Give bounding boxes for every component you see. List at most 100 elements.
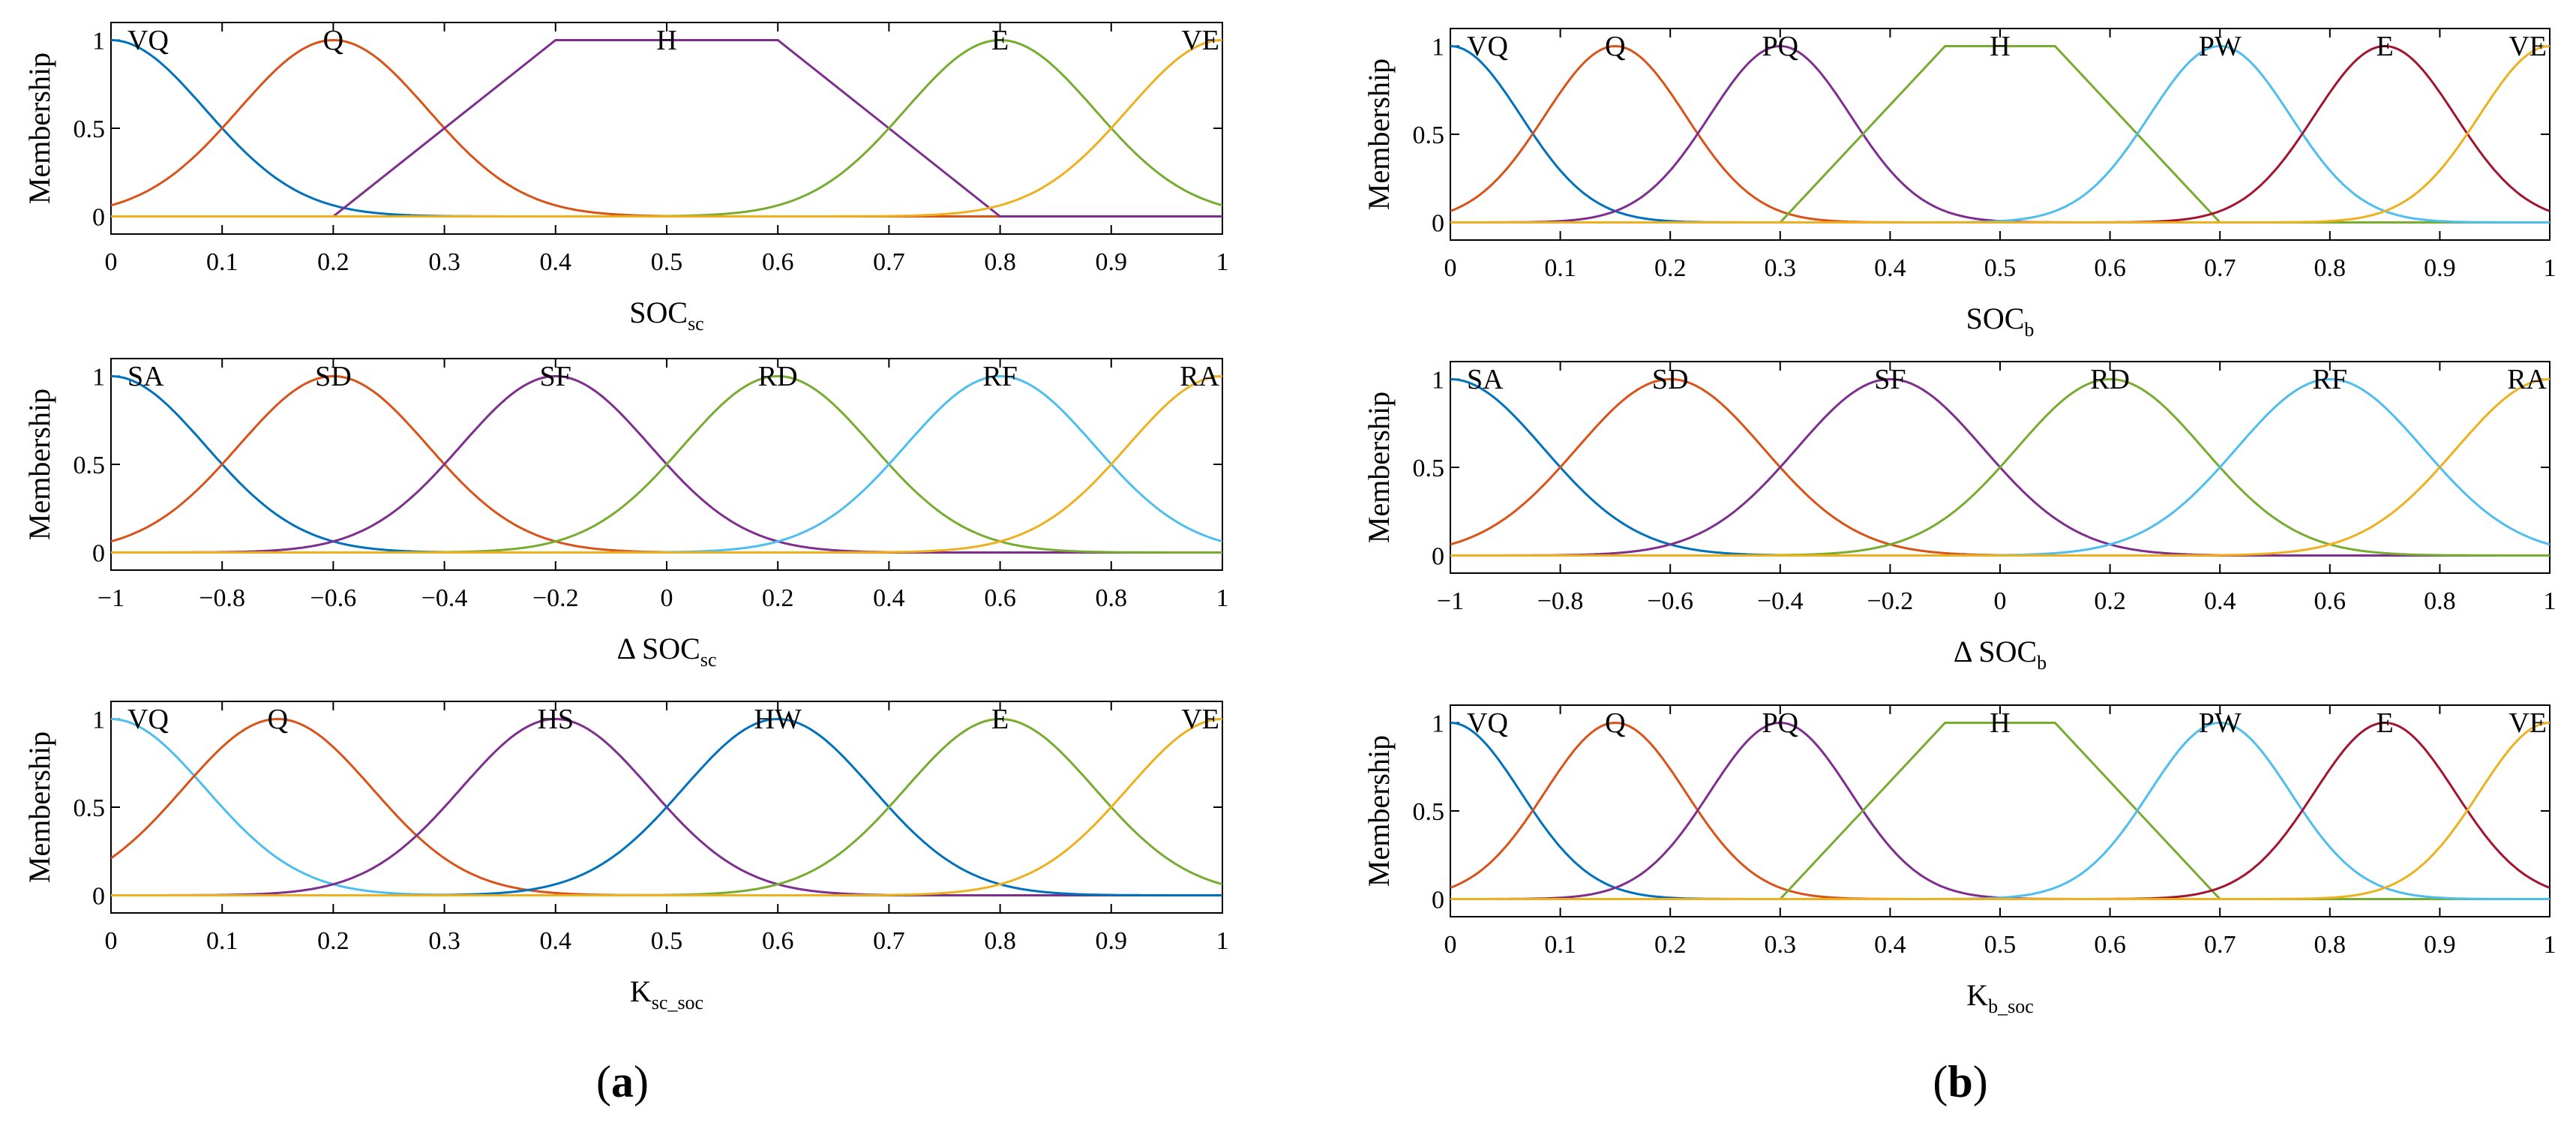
x-axis-label-subscript: sc_soc [652, 992, 703, 1013]
x-tick-label: 0.6 [2094, 931, 2126, 959]
y-tick-label: 1 [92, 707, 105, 734]
x-tick-label: −0.8 [199, 584, 245, 612]
mf-curve-ra [1450, 378, 2550, 557]
x-tick-label: 0.8 [2424, 587, 2456, 615]
panel-label-a: (a) [596, 1057, 649, 1106]
x-tick-label: 0.2 [2094, 587, 2126, 615]
y-tick-label: 0.5 [73, 794, 106, 822]
mf-curve-pq [1450, 44, 2550, 224]
plots-layer: 0 0.1 0.2 0.3 0.4 0.5 0.6 0.7 0.8 0.9 1 0 0.5 1 Member… [22, 22, 2557, 1017]
mf-label-q: Q [268, 704, 288, 735]
x-tick-label: 0 [1444, 254, 1457, 282]
y-tick-label: 0 [1432, 543, 1444, 571]
mf-label-vq: VQ [1467, 31, 1508, 62]
x-tick-label: 0.4 [1874, 254, 1906, 282]
x-tick-label: 0.8 [984, 248, 1016, 276]
y-tick-label: 1 [1432, 34, 1444, 62]
y-tick-label: 1 [92, 364, 105, 392]
y-axis-label: Membership [22, 731, 56, 883]
x-tick-label: 0.8 [984, 927, 1016, 955]
mf-label-e: E [991, 704, 1009, 735]
x-tick-label: 1 [1216, 927, 1229, 955]
x-tick-label: 0 [661, 584, 673, 612]
mf-label-ve: VE [1181, 704, 1219, 735]
mf-label-pw: PW [2199, 31, 2242, 62]
x-tick-label: 0.3 [428, 927, 460, 955]
mf-curve-pw [1450, 721, 2550, 900]
mf-curve-ra [111, 375, 1222, 554]
plot-2: −1 −0.8 −0.6 −0.4 −0.2 0 0.2 0.4 0.6 0.8 1 0 0.5 1 Mem… [22, 358, 1229, 671]
x-tick-label: 1 [2544, 587, 2557, 615]
y-tick-label: 0 [92, 204, 105, 232]
mf-curve-e [1450, 44, 2550, 224]
x-axis-label-main: Δ SOC [1954, 635, 2037, 668]
mf-curve-pq [1450, 721, 2550, 900]
mf-label-pq: PQ [1762, 707, 1799, 739]
mf-label-rd: RD [2090, 364, 2130, 395]
y-tick-label: 0.5 [1413, 455, 1445, 482]
x-axis-label-main: SOC [1966, 302, 2025, 335]
x-tick-label: −1 [1437, 587, 1464, 615]
mf-label-sa: SA [127, 361, 164, 392]
x-tick-label: 0.9 [2424, 931, 2456, 959]
mf-label-q: Q [1605, 31, 1625, 62]
mf-label-e: E [2376, 31, 2393, 62]
x-tick-label: 0.5 [651, 248, 683, 276]
mf-label-h: H [656, 25, 676, 56]
mf-label-sd: SD [315, 361, 352, 392]
mf-label-ve: VE [2509, 707, 2547, 739]
x-tick-label: 1 [2544, 931, 2557, 959]
x-tick-label: 0.4 [2204, 587, 2236, 615]
mf-label-e: E [991, 25, 1009, 56]
y-tick-label: 1 [1432, 367, 1444, 395]
x-tick-label: −0.4 [421, 584, 468, 612]
mf-label-ra: RA [2507, 364, 2547, 395]
y-tick-label: 0.5 [1413, 798, 1445, 826]
x-tick-label: 0.7 [873, 927, 905, 955]
x-tick-label: 0.7 [2204, 931, 2236, 959]
x-tick-label: 0.6 [2094, 254, 2126, 282]
x-tick-label: 0.7 [873, 248, 905, 276]
mf-label-rf: RF [982, 361, 1017, 392]
x-axis-label-subscript: b [2024, 319, 2034, 341]
mf-curve-vq [1450, 45, 2550, 224]
x-tick-label: 0.7 [2204, 254, 2236, 282]
x-tick-label: 0.8 [2314, 931, 2347, 959]
x-tick-label: 0 [1444, 931, 1457, 959]
mf-label-rd: RD [758, 361, 798, 392]
x-axis-label-subscript: sc [700, 649, 717, 671]
mf-label-e: E [2376, 707, 2393, 739]
mf-label-sa: SA [1467, 364, 1504, 395]
mf-label-hw: HW [754, 704, 802, 735]
plot-5: −1 −0.8 −0.6 −0.4 −0.2 0 0.2 0.4 0.6 0.8 1 0 0.5 1 Mem… [1362, 361, 2557, 674]
mf-label-ra: RA [1180, 361, 1219, 392]
x-tick-label: 0.2 [317, 927, 349, 955]
plot-6: 0 0.1 0.2 0.3 0.4 0.5 0.6 0.7 0.8 0.9 1 0 0.5 1 Member… [1362, 704, 2557, 1017]
x-axis-label: SOCb [1966, 302, 2035, 341]
x-tick-label: 0.2 [762, 584, 794, 612]
x-tick-label: 0.5 [1984, 254, 2017, 282]
mf-label-vq: VQ [127, 704, 169, 735]
mf-curve-rd [111, 374, 1222, 554]
y-tick-label: 1 [1432, 710, 1444, 738]
x-tick-label: 0.8 [2314, 254, 2347, 282]
mf-curve-rd [1450, 377, 2550, 557]
x-tick-label: 0.1 [1544, 931, 1576, 959]
x-tick-label: 0 [1994, 587, 2007, 615]
mf-label-ve: VE [2509, 31, 2547, 62]
x-axis-label: Ksc_soc [630, 974, 703, 1013]
x-tick-label: 1 [1216, 584, 1229, 612]
y-tick-label: 0.5 [1413, 122, 1445, 149]
mf-curve-h [111, 39, 1222, 218]
x-axis-label-main: K [1966, 978, 1988, 1012]
mf-curve-vq [111, 39, 1222, 218]
y-axis-label: Membership [1362, 392, 1396, 543]
x-axis-label-main: K [630, 974, 652, 1008]
x-tick-label: 0.6 [984, 584, 1016, 612]
x-tick-label: 0.9 [2424, 254, 2456, 282]
mf-curve-q [1450, 44, 2550, 224]
mf-curve-vq [1450, 722, 2550, 900]
mf-label-q: Q [1605, 707, 1625, 739]
plot-4: 0 0.1 0.2 0.3 0.4 0.5 0.6 0.7 0.8 0.9 1 0 0.5 1 Member… [1362, 28, 2557, 341]
x-axis-label-subscript: b_soc [1988, 995, 2034, 1017]
